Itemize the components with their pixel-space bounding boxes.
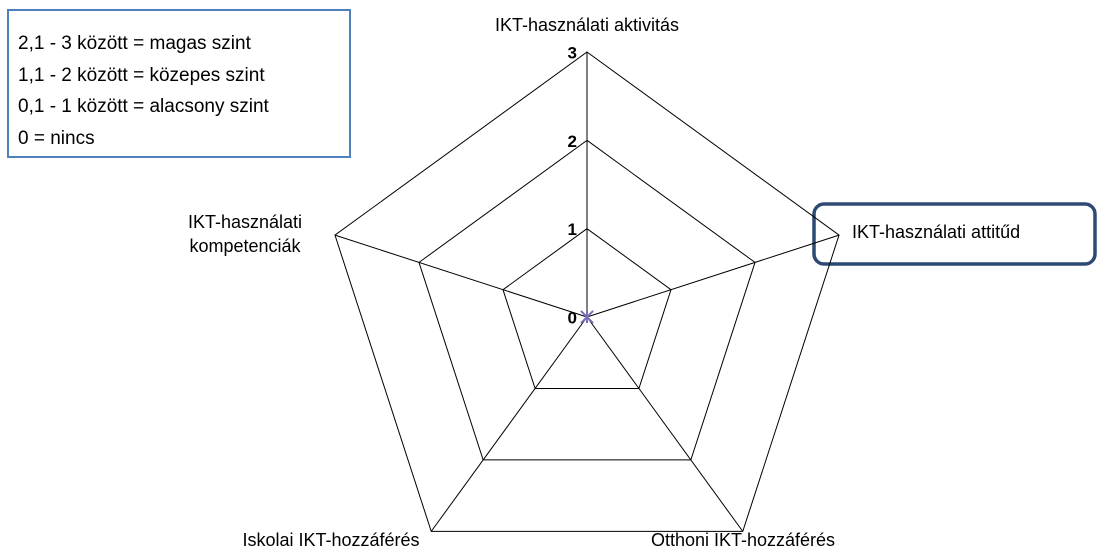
spoke bbox=[586, 316, 744, 532]
y-tick-label: 0 bbox=[568, 308, 577, 327]
data-marker bbox=[580, 310, 594, 324]
legend-box bbox=[7, 9, 351, 158]
legend-text: 1,1 - 2 között = közepes szint bbox=[18, 64, 265, 86]
spoke bbox=[430, 316, 588, 532]
highlight-box bbox=[812, 202, 1097, 266]
category-label: IKT-használati attitűd bbox=[852, 222, 1021, 242]
category-label: IKT-használati kompetenciák bbox=[187, 212, 303, 256]
legend-text: 0,1 - 1 között = alacsony szint bbox=[18, 96, 269, 117]
grid-line bbox=[502, 228, 672, 389]
legend-text: 0 = nincs bbox=[18, 127, 95, 149]
y-tick-label: 3 bbox=[568, 43, 577, 62]
grid-line bbox=[418, 139, 756, 461]
spoke bbox=[334, 234, 588, 318]
legend-text: 2,1 - 3 között = magas szint bbox=[18, 33, 251, 54]
spoke bbox=[586, 234, 840, 318]
category-label: Iskolai IKT-hozzáférés bbox=[242, 530, 420, 550]
grid-line bbox=[334, 51, 840, 532]
y-tick-label: 2 bbox=[568, 132, 577, 151]
category-label: Otthoni IKT-hozzáférés bbox=[650, 530, 836, 550]
y-tick-label: 1 bbox=[568, 220, 577, 239]
category-label: IKT-használati aktivitás bbox=[494, 15, 680, 35]
